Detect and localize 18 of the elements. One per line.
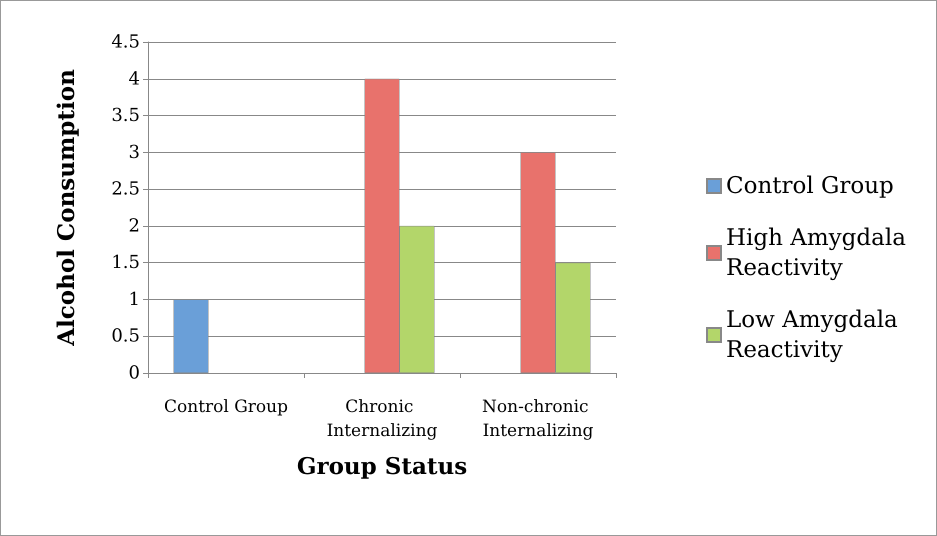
- legend-label: Low Amygdala Reactivity: [726, 307, 906, 363]
- y-tick-label: 2.5: [111, 178, 140, 200]
- x-tick-label: Chronic Internalizing: [326, 397, 438, 441]
- y-tick-label: 2: [128, 215, 140, 236]
- x-tick-label: Control Group: [164, 397, 288, 417]
- x-tick-label: Non-chronic Internalizing: [482, 397, 594, 441]
- y-tick-label: 4: [128, 68, 140, 90]
- y-tick-label: 1.5: [111, 252, 140, 274]
- y-tick-label: 0.5: [111, 326, 140, 347]
- legend-label: High Amygdala Reactivity: [726, 225, 914, 281]
- y-tick-label: 0: [128, 362, 140, 384]
- y-tick-label: 1: [128, 288, 140, 310]
- y-tick-label: 4.5: [111, 32, 140, 52]
- x-axis-title: Group Status: [296, 453, 468, 480]
- legend-label: Control Group: [726, 173, 894, 199]
- y-tick-label: 3.5: [111, 105, 140, 126]
- y-axis-title: Alcohol Consumption: [53, 68, 80, 347]
- y-tick-label: 3: [128, 142, 140, 163]
